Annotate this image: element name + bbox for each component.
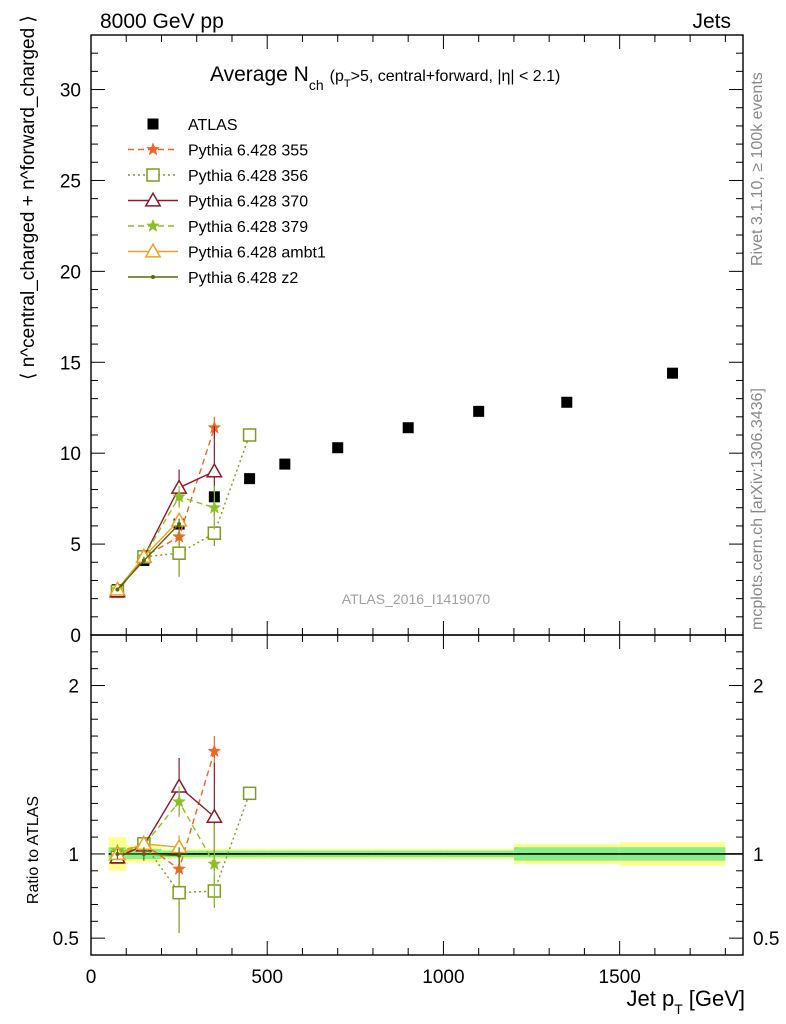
series-line [116,495,215,590]
ratio-panel: 0 500 1000 1500 0.5 0.5 1 1 2 2 [53,634,779,988]
data-point [242,786,257,801]
data-point [332,442,344,454]
x-axis-label: Jet pT [GeV] [626,986,745,1017]
data-point [172,885,186,900]
data-point [141,851,146,856]
legend-marker [145,142,161,156]
energy-label: 8000 GeV pp [100,10,224,33]
ratio-y-axis-label: Ratio to ATLAS [25,796,42,904]
x-tick-label: 1500 [599,967,641,988]
legend-label: Pythia 6.428 370 [188,194,308,211]
series-line [117,750,216,871]
legend-label: Pythia 6.428 ambt1 [188,245,326,262]
plot-title: Average Nch (pT>5, central+forward, |η| <… [210,63,560,93]
legend-label: Pythia 6.428 z2 [188,270,298,287]
legend-marker [151,275,155,279]
legend-item: Pythia 6.428 355 [128,142,308,160]
legend-item: ATLAS [147,117,238,134]
main-series-pythia-6-428-355 [110,416,222,598]
main-y-tick-label: 0 [70,626,81,647]
legend-label: Pythia 6.428 379 [188,219,308,236]
data-point [667,367,679,379]
series-line [117,800,216,865]
ratio-y-tick-label-right: 1 [753,845,764,866]
analysis-id-label: ATLAS_2016_I1419070 [342,591,491,607]
data-point [279,458,291,470]
main-y-axis-label: ⟨ n^central_charged + n^forward_charged … [18,15,39,380]
data-point [205,808,223,824]
x-tick-label: 0 [86,967,97,988]
legend-marker [144,191,162,207]
main-series-pythia-6-428-z2 [115,518,182,592]
legend-marker [146,168,160,182]
legend-item: Pythia 6.428 z2 [128,270,298,287]
series-line [116,427,216,592]
data-point [207,500,222,514]
data-point [205,462,223,478]
ratio-y-tick-label: 2 [68,677,79,698]
legend-marker [144,242,162,258]
ratio-series-pythia-6-428-z2 [115,847,182,865]
legend-marker [147,118,159,130]
data-point [177,853,182,858]
legend-item: Pythia 6.428 356 [128,168,308,185]
main-y-tick-label: 30 [60,81,81,102]
rivet-version-label: Rivet 3.1.10, ≥ 100k events [749,72,766,266]
main-y-tick-label: 5 [70,535,81,556]
legend-marker [145,218,161,232]
series-line [117,785,215,858]
data-point [561,396,573,408]
legend: ATLAS Pythia 6.428 355 Pythia 6.428 356 Pyt… [128,117,326,287]
data-point [115,587,120,592]
main-y-tick-label: 20 [60,262,81,283]
data-point [473,405,485,417]
ratio-panel-frame [90,634,744,956]
x-tick-label: 500 [251,967,283,988]
ratio-y-tick-label: 1 [68,845,79,866]
legend-item: Pythia 6.428 ambt1 [128,242,326,262]
data-point [207,856,222,870]
legend-item: Pythia 6.428 370 [128,191,308,211]
main-y-tick-label: 25 [60,171,81,192]
legend-label: Pythia 6.428 356 [188,168,308,185]
data-point [172,546,186,560]
ratio-y-tick-label-right: 0.5 [753,929,779,950]
ratio-y-tick-label: 0.5 [53,929,79,950]
legend-label: ATLAS [188,117,238,134]
mcplots-reference-label: mcplots.cern.ch [arXiv:1306.3436] [749,388,766,630]
x-tick-label: 1000 [422,967,464,988]
data-point [242,428,257,442]
data-point [244,473,256,485]
process-label: Jets [692,10,731,33]
data-point [141,558,146,563]
legend-item: Pythia 6.428 379 [128,218,308,236]
main-y-tick-label: 10 [60,444,81,465]
data-point [172,489,187,503]
main-panel: 0 5 10 15 20 25 30 [60,34,744,647]
main-series-pythia-6-428-370 [108,425,223,598]
data-point [172,794,187,808]
main-y-tick-label: 15 [60,353,81,374]
data-point [177,522,182,527]
legend-label: Pythia 6.428 355 [188,143,308,160]
data-point [402,422,414,434]
series-line [116,523,180,590]
data-point [207,743,222,758]
data-point [115,851,120,856]
ratio-y-tick-label-right: 2 [753,677,764,698]
